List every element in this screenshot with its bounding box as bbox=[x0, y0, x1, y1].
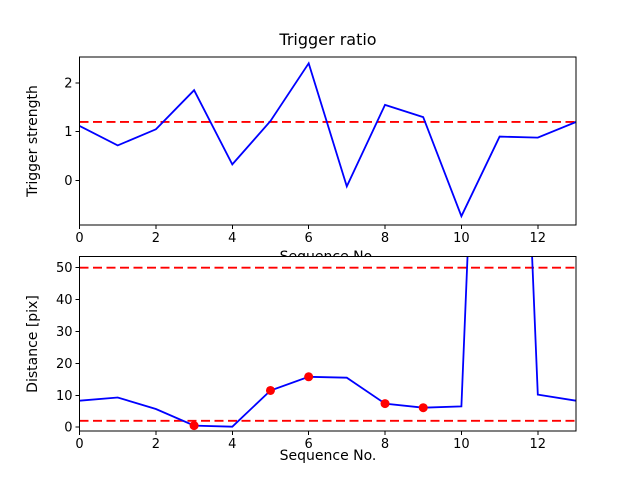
bottom-y-tick-label: 20 bbox=[56, 357, 73, 372]
top-x-tick-label: 8 bbox=[381, 231, 389, 246]
bottom-x-tick-label: 6 bbox=[305, 437, 313, 452]
bottom-plot-area bbox=[79, 256, 576, 431]
top-plot-xlabel-clipped: Sequence No. bbox=[80, 250, 576, 256]
bottom-data-point-marker bbox=[304, 372, 314, 382]
top-y-tick-label: 1 bbox=[64, 125, 72, 140]
bottom-plot-xlabel: Sequence No. bbox=[279, 448, 377, 464]
top-plot-title: Trigger ratio bbox=[279, 30, 377, 49]
bottom-y-tick-label: 50 bbox=[56, 261, 73, 276]
bottom-y-tick-label: 40 bbox=[56, 293, 73, 308]
top-axes-frame bbox=[79, 56, 577, 226]
bottom-data-line-distance_pix bbox=[79, 256, 576, 428]
top-data-line-trigger_strength bbox=[79, 61, 576, 219]
bottom-x-tick-label: 0 bbox=[75, 437, 83, 452]
bottom-x-tick-label: 4 bbox=[228, 437, 236, 452]
bottom-y-tick-label: 0 bbox=[64, 421, 72, 436]
top-x-tick-label: 10 bbox=[453, 231, 470, 246]
bottom-x-tick-label: 8 bbox=[381, 437, 389, 452]
bottom-x-tick-label: 2 bbox=[152, 437, 160, 452]
bottom-data-point-marker bbox=[418, 403, 428, 413]
bottom-plot-ylabel: Distance [pix] bbox=[25, 295, 41, 393]
top-y-tick-label: 2 bbox=[64, 76, 72, 91]
top-plot-xlabel-text: Sequence No. bbox=[280, 250, 377, 256]
top-x-tick-label: 4 bbox=[228, 231, 236, 246]
bottom-x-tick-label: 10 bbox=[453, 437, 470, 452]
top-plot-area bbox=[79, 61, 576, 219]
bottom-y-tick-label: 10 bbox=[56, 389, 73, 404]
top-plot-ylabel: Trigger strength bbox=[25, 85, 41, 197]
top-x-tick-label: 6 bbox=[305, 231, 313, 246]
bottom-y-tick-label: 30 bbox=[56, 325, 73, 340]
bottom-axes-frame bbox=[79, 256, 577, 432]
top-x-tick-label: 2 bbox=[152, 231, 160, 246]
top-x-tick-label: 12 bbox=[530, 231, 547, 246]
bottom-data-point-marker bbox=[189, 421, 199, 431]
bottom-data-point-marker bbox=[265, 385, 275, 395]
bottom-x-tick-label: 12 bbox=[530, 437, 547, 452]
top-x-tick-label: 0 bbox=[75, 231, 83, 246]
bottom-data-point-marker bbox=[380, 399, 390, 409]
top-y-tick-label: 0 bbox=[64, 174, 72, 189]
